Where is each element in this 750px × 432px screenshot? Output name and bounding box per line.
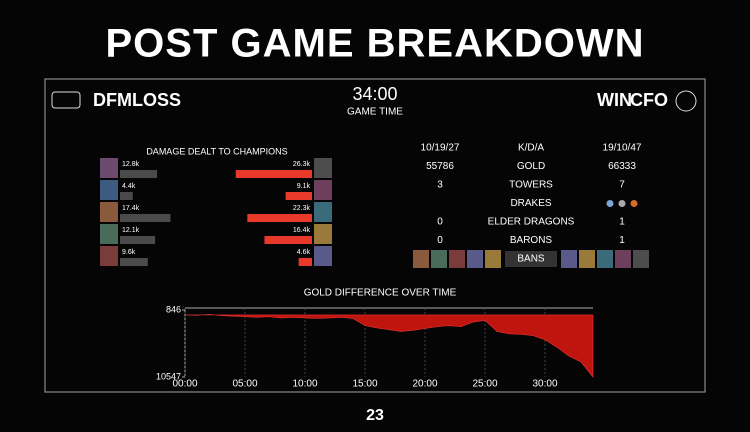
stat-label: TOWERS xyxy=(509,180,553,191)
damage-label: 16.4k xyxy=(293,227,311,234)
x-tick-label: 00:00 xyxy=(172,379,197,390)
champion-portrait xyxy=(314,224,332,244)
x-tick-label: 15:00 xyxy=(352,379,377,390)
ban-icon xyxy=(431,250,447,268)
damage-bar xyxy=(235,170,312,178)
ban-icon xyxy=(467,250,483,268)
champion-portrait xyxy=(314,158,332,178)
right-logo xyxy=(675,90,697,112)
damage-label: 4.6k xyxy=(297,249,311,256)
damage-label: 26.3k xyxy=(293,161,311,168)
dynamic: 12.8k 4.4k 17.4k 12.1k 9.6k 26.3k 9.1k 22.3k 16.… xyxy=(100,143,649,390)
drake-icon xyxy=(606,200,614,207)
champion-portrait xyxy=(314,246,332,266)
footer-logo: 23 xyxy=(366,407,384,424)
champion-portrait xyxy=(100,246,118,266)
champion-portrait xyxy=(100,202,118,222)
x-tick-label: 30:00 xyxy=(532,379,557,390)
ban-icon xyxy=(449,250,465,268)
stat-label: ELDER DRAGONS xyxy=(488,217,575,228)
right-result: WIN xyxy=(597,90,632,110)
damage-bar xyxy=(264,236,312,244)
drake-icon xyxy=(618,200,626,207)
ban-icon xyxy=(413,250,429,268)
left-result: LOSS xyxy=(132,90,181,110)
damage-bar xyxy=(120,258,148,266)
damage-bar xyxy=(120,236,156,244)
drake-icon xyxy=(630,200,638,207)
ban-icon xyxy=(597,250,613,268)
damage-bar xyxy=(247,214,312,222)
stat-right: 7 xyxy=(619,180,625,191)
ban-icon xyxy=(579,250,595,268)
damage-label: 17.4k xyxy=(122,205,140,212)
left-tag: DFM xyxy=(93,90,132,110)
stat-left: 10/19/27 xyxy=(421,143,460,154)
stat-right: 1 xyxy=(619,235,625,246)
damage-label: 9.1k xyxy=(297,183,311,190)
game-time-label: GAME TIME xyxy=(347,107,403,118)
stat-label: BANS xyxy=(517,254,545,265)
stat-left: 0 xyxy=(437,235,443,246)
damage-bar xyxy=(298,258,312,266)
ban-icon xyxy=(633,250,649,268)
title: POST GAME BREAKDOWN xyxy=(106,22,645,66)
damage-label: 12.8k xyxy=(122,161,140,168)
champion-portrait xyxy=(100,224,118,244)
gold-area xyxy=(184,314,594,378)
stat-right: 66333 xyxy=(608,161,636,172)
stat-label: GOLD xyxy=(517,161,545,172)
y-tick-label: 846 xyxy=(166,304,181,314)
ban-icon xyxy=(485,250,501,268)
damage-bar xyxy=(120,214,171,222)
champion-portrait xyxy=(314,180,332,200)
stat-right: 19/10/47 xyxy=(603,143,642,154)
damage-label: 4.4k xyxy=(122,183,136,190)
x-tick-label: 25:00 xyxy=(472,379,497,390)
stat-right: 1 xyxy=(619,217,625,228)
left-logo xyxy=(51,91,81,109)
champion-portrait xyxy=(314,202,332,222)
ban-icon xyxy=(615,250,631,268)
champion-portrait xyxy=(100,180,118,200)
x-tick-label: 10:00 xyxy=(292,379,317,390)
stat-label: BARONS xyxy=(510,235,553,246)
stat-left: 55786 xyxy=(426,161,454,172)
stat-label: K/D/A xyxy=(518,143,544,154)
bans-highlight xyxy=(505,251,557,267)
damage-label: 12.1k xyxy=(122,227,140,234)
x-tick-label: 20:00 xyxy=(412,379,437,390)
game-time: 34:00 xyxy=(352,84,397,104)
right-tag: CFO xyxy=(630,90,668,110)
stat-left: 3 xyxy=(437,180,443,191)
gold-title: GOLD DIFFERENCE OVER TIME xyxy=(304,288,457,299)
damage-bar xyxy=(120,170,158,178)
x-tick-label: 05:00 xyxy=(232,379,257,390)
damage-bar xyxy=(120,192,133,200)
champion-portrait xyxy=(100,158,118,178)
damage-title: DAMAGE DEALT TO CHAMPIONS xyxy=(146,146,287,156)
stat-label: DRAKES xyxy=(510,198,551,209)
damage-label: 9.6k xyxy=(122,249,136,256)
stat-left: 0 xyxy=(437,217,443,228)
y-tick-label: 10547 xyxy=(156,371,181,381)
damage-bar xyxy=(285,192,312,200)
ban-icon xyxy=(561,250,577,268)
panel xyxy=(44,78,706,393)
damage-label: 22.3k xyxy=(293,205,311,212)
